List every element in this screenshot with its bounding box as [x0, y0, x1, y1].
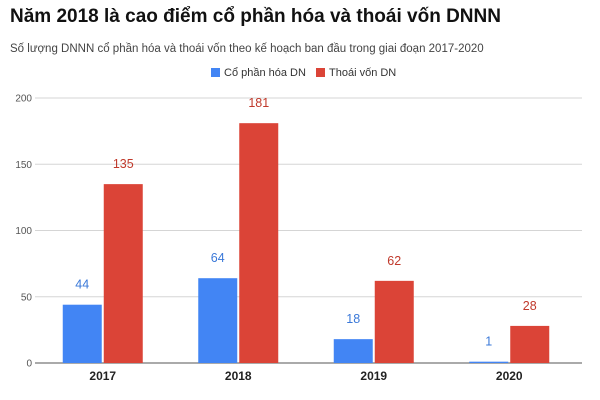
chart-title: Năm 2018 là cao điểm cổ phần hóa và thoá…: [10, 6, 501, 27]
bars: [62, 123, 550, 363]
y-tick-label-200: 200: [15, 94, 32, 105]
x-axis: 2017 2018 2019 2020: [89, 369, 523, 383]
legend-label-co-phan-hoa: Cổ phần hóa DN: [224, 67, 306, 79]
data-label-thoai-von-2018: 181: [248, 96, 269, 110]
legend: Cổ phần hóa DN Thoái vốn DN: [211, 67, 396, 79]
legend-label-thoai-von: Thoái vốn DN: [329, 67, 396, 79]
bar-thoai-von-2017: [103, 184, 143, 363]
data-label-co-phan-hoa-2020: 1: [485, 335, 492, 349]
y-tick-label-100: 100: [15, 226, 32, 237]
data-label-thoai-von-2019: 62: [387, 254, 401, 268]
bar-thoai-von-2019: [374, 280, 414, 363]
data-labels: 44 135 64 181 18 62 1 28: [75, 96, 536, 348]
data-label-co-phan-hoa-2017: 44: [75, 278, 89, 292]
bar-co-phan-hoa-2018: [198, 278, 238, 363]
bar-co-phan-hoa-2017: [62, 304, 102, 363]
bar-co-phan-hoa-2020: [469, 361, 509, 363]
y-tick-label-0: 0: [26, 359, 32, 370]
data-label-thoai-von-2017: 135: [113, 157, 134, 171]
bar-thoai-von-2020: [510, 325, 550, 363]
legend-swatch-thoai-von: [316, 68, 325, 77]
x-tick-label-2020: 2020: [496, 369, 523, 383]
data-label-co-phan-hoa-2018: 64: [211, 251, 225, 265]
data-label-thoai-von-2020: 28: [523, 299, 537, 313]
chart-subtitle: Số lượng DNNN cổ phần hóa và thoái vốn t…: [10, 43, 484, 55]
data-label-co-phan-hoa-2019: 18: [346, 312, 360, 326]
y-tick-label-50: 50: [21, 292, 33, 303]
x-tick-label-2017: 2017: [89, 369, 116, 383]
y-tick-label-150: 150: [15, 160, 32, 171]
bar-co-phan-hoa-2019: [333, 339, 373, 363]
x-tick-label-2018: 2018: [225, 369, 252, 383]
x-tick-label-2019: 2019: [360, 369, 387, 383]
bar-thoai-von-2018: [239, 123, 279, 363]
legend-swatch-co-phan-hoa: [211, 68, 220, 77]
